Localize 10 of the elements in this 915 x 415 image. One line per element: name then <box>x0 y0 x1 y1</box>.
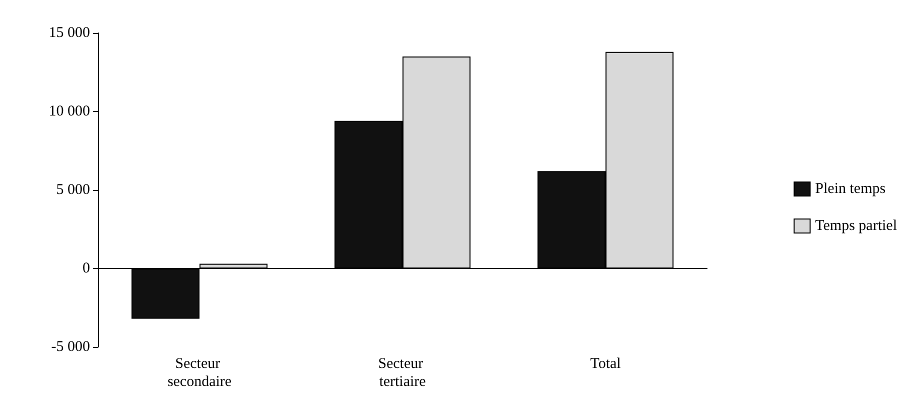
y-tick-label: 0 <box>82 260 90 276</box>
x-tick-label: Secteur tertiaire <box>378 356 427 390</box>
legend-label: Plein temps <box>815 181 886 197</box>
y-tick-label: 5 000 <box>56 182 90 198</box>
x-tick-label: Secteur secondaire <box>167 356 232 390</box>
legend-label: Temps partiel <box>815 218 898 234</box>
y-tick-label: 10 000 <box>48 104 90 120</box>
x-tick-label: Total <box>590 356 621 372</box>
y-tick-label: 15 000 <box>48 25 90 41</box>
y-tick-label: -5 000 <box>51 339 90 355</box>
